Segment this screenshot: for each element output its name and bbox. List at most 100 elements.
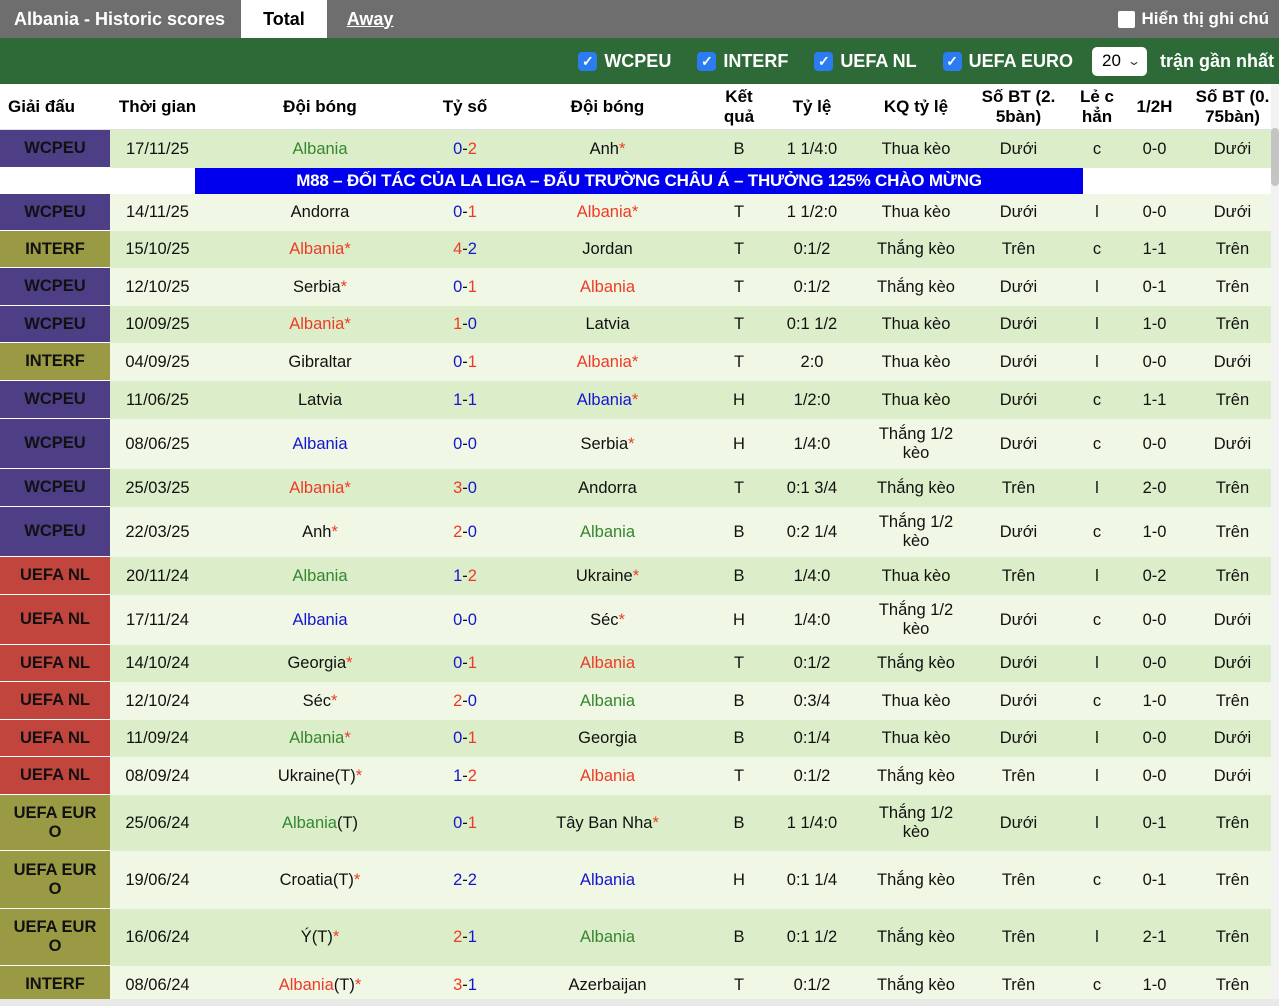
team-paren: (T) (334, 766, 356, 785)
odds-result-cell: Thắng 1/2 kèo (878, 601, 954, 638)
result-cell: T (733, 240, 745, 259)
table-row[interactable]: INTERF 15/10/25 Albania * 4-2 Jordan T 0:1/2 Thắ… (0, 231, 1279, 268)
team-cell: Albania * (205, 469, 435, 507)
checkbox-checked-icon[interactable]: ✓ (578, 51, 598, 71)
ad-banner-link[interactable]: M88 – ĐỐI TÁC CỦA LA LIGA – ĐẤU TRƯỜNG C… (195, 168, 1083, 194)
table-row[interactable]: UEFA NL 17/11/24 Albania 0-0 Séc * H 1/4:0 Thắng… (0, 595, 1279, 645)
checkbox-checked-icon[interactable]: ✓ (942, 51, 962, 71)
over-under-0-75-cell: Trên (1215, 277, 1250, 296)
over-under-0-75-cell: Trên (1215, 813, 1250, 832)
team-cell: Anh * (495, 130, 720, 168)
ad-banner-row: M88 – ĐỐI TÁC CỦA LA LIGA – ĐẤU TRƯỜNG C… (0, 168, 1279, 194)
table-row[interactable]: UEFA NL 08/09/24 Ukraine (T) * 1-2 Albania T 0:1… (0, 757, 1279, 795)
filter-wcpeu[interactable]: ✓ WCPEU (578, 51, 671, 72)
half-time-score-cell: 0-1 (1142, 813, 1167, 832)
table-row[interactable]: UEFA EUR O 16/06/24 Ý (T) * 2-1 Albania B 0:1 1/2… (0, 909, 1279, 966)
team-name: Albania (579, 928, 636, 947)
team-name: Tây Ban Nha (556, 813, 653, 832)
home-score: 0 (453, 610, 463, 629)
filter-uefa-nl[interactable]: ✓ UEFA NL (814, 51, 917, 72)
half-time-score-cell: 0-0 (1142, 766, 1167, 785)
header-line: quả (723, 106, 755, 126)
table-row[interactable]: UEFA EUR O 25/06/24 Albania (T) 0-1 Tây Ban Nh… (0, 795, 1279, 851)
odds-result-cell: Thắng 1/2 kèo (878, 425, 954, 462)
half-time-score-cell: 2-0 (1142, 478, 1167, 497)
team-name: Albania (576, 203, 632, 222)
team-name: Georgia (578, 729, 637, 748)
favorite-star-icon: * (631, 352, 639, 371)
score-dash: - (462, 729, 468, 748)
team-name: Latvia (297, 390, 343, 409)
score-dash: - (462, 870, 468, 889)
date-cell: 08/06/24 (125, 975, 190, 994)
league-badge-line: UEFA NL (20, 766, 90, 785)
tab-total[interactable]: Total (241, 0, 327, 38)
team-name: Ukraine (277, 766, 335, 785)
filter-label: INTERF (723, 50, 789, 71)
table-row[interactable]: WCPEU 14/11/25 Andorra 0-1 Albania * T 1 1/2:0 T… (0, 194, 1279, 231)
table-row[interactable]: WCPEU 22/03/25 Anh * 2-0 Albania B 0:2 1/4 Thắng… (0, 507, 1279, 557)
table-row[interactable]: UEFA NL 11/09/24 Albania * 0-1 Georgia B 0:1/4 T… (0, 720, 1279, 757)
odds-cell: 0:3/4 (793, 691, 831, 710)
table-row[interactable]: WCPEU 10/09/25 Albania * 1-0 Latvia T 0:1 1/2 Th… (0, 306, 1279, 343)
away-score: 1 (467, 813, 477, 832)
result-cell: H (733, 610, 745, 629)
home-score: 0 (453, 813, 463, 832)
away-score: 2 (467, 139, 477, 158)
league-badge-line: WCPEU (24, 277, 86, 296)
checkbox-checked-icon[interactable]: ✓ (814, 51, 834, 71)
team-name: Anh (589, 139, 619, 158)
team-name: Albania (579, 277, 636, 296)
table-row[interactable]: WCPEU 25/03/25 Albania * 3-0 Andorra T 0:1 3/4 T… (0, 469, 1279, 507)
team-name: Albania (579, 766, 636, 785)
result-cell: T (733, 277, 745, 296)
home-score: 4 (453, 240, 463, 259)
odds-result-cell: Thua kèo (881, 352, 951, 371)
away-score: 1 (467, 277, 477, 296)
tab-away[interactable]: Away (346, 8, 394, 29)
league-badge-line: UEFA NL (20, 728, 90, 747)
table-row[interactable]: WCPEU 12/10/25 Serbia * 0-1 Albania T 0:1/2 Thắn… (0, 268, 1279, 306)
league-badge-line: UEFA EUR (13, 918, 97, 937)
header-line: 5bàn) (995, 106, 1042, 126)
header-line: Số BT (2. (981, 87, 1056, 107)
team-name: Ý (300, 928, 312, 947)
table-row[interactable]: UEFA NL 12/10/24 Séc * 2-0 Albania B 0:3/4 Thua … (0, 682, 1279, 720)
checkbox-unchecked-icon[interactable] (1117, 10, 1135, 28)
away-score: 2 (467, 766, 477, 785)
score-dash: - (462, 766, 468, 785)
score-cell: 0-0 (435, 419, 495, 469)
score-cell: 0-0 (435, 595, 495, 645)
half-time-score-cell: 0-1 (1142, 870, 1167, 889)
away-score: 1 (467, 975, 477, 994)
team-cell: Anh * (205, 507, 435, 557)
recent-count-select[interactable]: 20 ⌄ (1092, 46, 1147, 76)
table-row[interactable]: WCPEU 08/06/25 Albania 0-0 Serbia * H 1/4:0 Thắn… (0, 419, 1279, 469)
team-name: Croatia (279, 870, 333, 889)
filter-interf[interactable]: ✓ INTERF (697, 51, 788, 72)
table-row[interactable]: UEFA NL 14/10/24 Georgia * 0-1 Albania T 0:1/2 T… (0, 645, 1279, 682)
favorite-star-icon: * (332, 928, 340, 947)
table-row[interactable]: INTERF 04/09/25 Gibraltar 0-1 Albania * T 2:0 Th… (0, 343, 1279, 381)
result-cell: B (733, 813, 745, 832)
filter-uefa-euro[interactable]: ✓ UEFA EURO (942, 51, 1073, 72)
show-notes-checkbox[interactable]: Hiển thị ghi chú (1117, 0, 1279, 38)
favorite-star-icon: * (628, 434, 635, 453)
team-cell: Croatia (T) * (205, 851, 435, 909)
date-cell: 04/09/25 (125, 352, 190, 371)
team-cell: Tây Ban Nha * (495, 795, 720, 851)
table-row[interactable]: WCPEU 17/11/25 Albania 0-2 Anh * B 1 1/4:0 Thua … (0, 130, 1279, 168)
vertical-scrollbar[interactable] (1271, 84, 1279, 1006)
table-row[interactable]: WCPEU 11/06/25 Latvia 1-1 Albania * H 1/2:0 Thua… (0, 381, 1279, 419)
table-row[interactable]: UEFA EUR O 19/06/24 Croatia (T) * 2-2 Albania H 0… (0, 851, 1279, 909)
recent-count-suffix: trận gần nhất (1159, 50, 1274, 71)
table-row[interactable]: UEFA NL 20/11/24 Albania 1-2 Ukraine * B 1/4:0 T… (0, 557, 1279, 595)
team-name: Jordan (582, 240, 633, 259)
checkbox-checked-icon[interactable]: ✓ (697, 51, 717, 71)
over-under-0-75-cell: Dưới (1213, 610, 1252, 629)
odds-result-cell: Thắng kèo (877, 870, 955, 889)
score-cell: 2-1 (435, 909, 495, 966)
scrollbar-thumb[interactable] (1271, 128, 1279, 186)
over-under-0-75-cell: Trên (1215, 691, 1250, 710)
result-cell: B (733, 928, 745, 947)
